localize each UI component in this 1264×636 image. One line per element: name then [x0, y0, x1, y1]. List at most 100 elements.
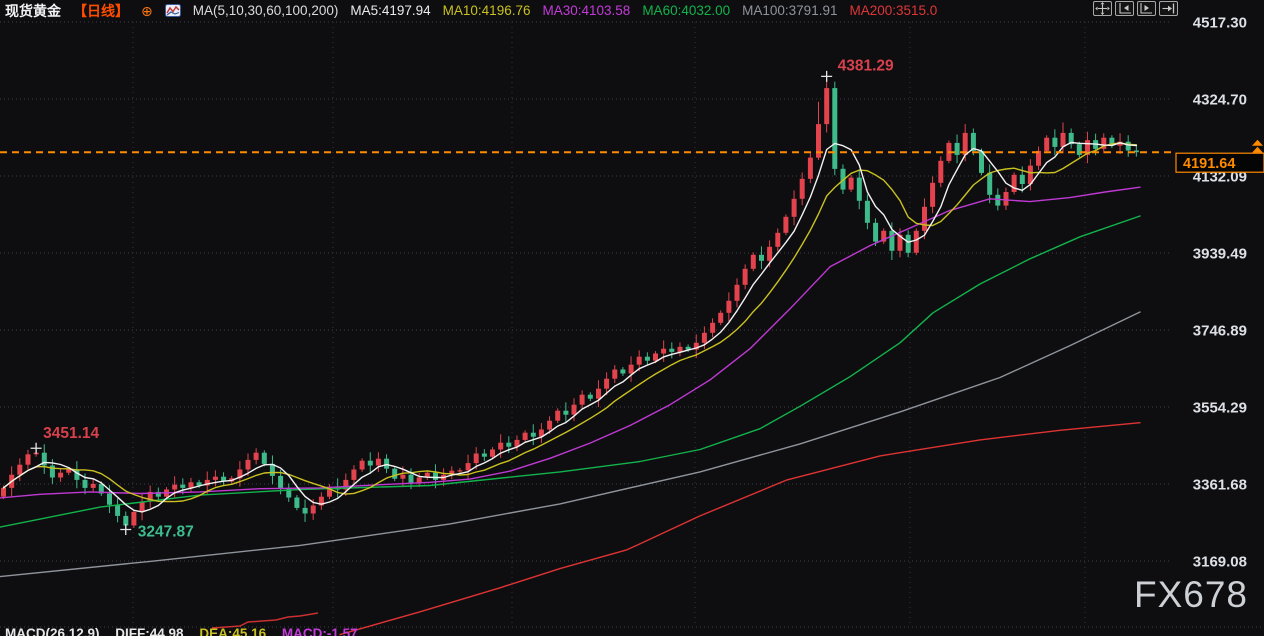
candle: [188, 482, 194, 488]
candle: [750, 254, 756, 269]
candle: [204, 479, 210, 486]
candle: [327, 486, 332, 497]
candle: [669, 348, 675, 352]
candle: [269, 463, 275, 476]
low-annotation: 3247.87: [138, 524, 194, 541]
candle: [563, 410, 569, 415]
candle: [123, 515, 129, 526]
ma-settings-label[interactable]: MA(5,10,30,60,100,200): [192, 3, 339, 18]
candle: [848, 177, 854, 190]
candle: [612, 369, 618, 379]
candle: [180, 484, 186, 488]
y-axis-label: 3361.68: [1193, 477, 1247, 494]
macd-footer: MACD(26,12,9) DIFF:44.98 DEA:45.16 MACD:…: [5, 626, 370, 636]
candle: [791, 198, 797, 217]
candle: [930, 182, 936, 207]
candle: [816, 124, 821, 158]
macd-diff-value: DIFF:44.98: [115, 626, 184, 636]
candle: [498, 442, 504, 450]
scale-left-button[interactable]: [1115, 1, 1134, 16]
period-label[interactable]: 【日线】: [73, 2, 129, 19]
candle: [25, 454, 31, 465]
ma100-value: MA100:3791.91: [742, 3, 838, 18]
candle: [1085, 140, 1090, 155]
candle: [807, 157, 813, 179]
candle: [1109, 137, 1115, 146]
candle: [481, 453, 487, 457]
candle: [1036, 150, 1041, 166]
high-annotation: 3451.14: [43, 425, 99, 442]
candle: [286, 487, 292, 498]
candle: [726, 300, 732, 313]
move-right-button[interactable]: [1159, 1, 1178, 16]
candle: [1003, 192, 1009, 206]
chart-style-icon[interactable]: [164, 4, 181, 17]
candle: [547, 420, 553, 430]
candle: [90, 483, 96, 488]
candle: [1011, 174, 1017, 192]
candle: [604, 378, 610, 389]
candle: [392, 468, 398, 479]
macd-dea-value: DEA:45.16: [199, 626, 267, 636]
candle: [938, 160, 944, 183]
sub-pane-line-peek: [211, 612, 319, 629]
candle: [1, 487, 6, 497]
chart-toolbar: [1093, 1, 1178, 16]
candle: [661, 348, 667, 354]
candle: [628, 364, 634, 374]
candle: [742, 268, 748, 285]
candle: [506, 442, 512, 447]
candle: [710, 322, 716, 333]
candle: [522, 432, 528, 440]
candle: [1125, 141, 1131, 151]
candle: [1060, 132, 1066, 147]
watermark: FX678: [1133, 574, 1248, 615]
candle: [253, 452, 259, 460]
ma-line-ma200: [339, 422, 1141, 636]
candle: [82, 479, 88, 488]
candle: [343, 479, 349, 490]
ma5-value: MA5:4197.94: [350, 3, 431, 18]
candle: [58, 472, 64, 478]
candle: [979, 150, 984, 173]
extreme-cross-marker: [821, 70, 833, 82]
candle: [294, 497, 300, 508]
candle: [620, 369, 626, 374]
candle: [677, 346, 683, 352]
ma-line-ma5: [2, 141, 1138, 513]
candle: [408, 474, 414, 483]
y-axis-label: 3939.49: [1193, 246, 1247, 263]
candle: [1068, 132, 1074, 145]
pan-button[interactable]: [1093, 1, 1112, 16]
candle: [131, 511, 137, 526]
candle: [318, 496, 324, 506]
candle: [783, 216, 789, 233]
ma200-value: MA200:3515.0: [849, 3, 938, 18]
candle: [465, 463, 471, 471]
candle: [759, 254, 764, 261]
scale-right-button[interactable]: [1137, 1, 1156, 16]
candle: [457, 470, 463, 472]
candle: [775, 232, 781, 247]
candle: [1052, 137, 1058, 147]
candle: [555, 410, 561, 421]
candle: [571, 404, 577, 415]
candle: [367, 460, 373, 466]
candle: [196, 482, 202, 486]
candle: [864, 200, 870, 223]
candle: [139, 501, 145, 512]
candle: [530, 432, 536, 437]
candle: [147, 491, 153, 502]
macd-macd-value: MACD:-1.57: [281, 626, 358, 636]
candle: [840, 168, 846, 190]
candle: [636, 356, 642, 365]
symbol-label: 现货黄金: [5, 2, 61, 19]
ma-line-ma100: [0, 311, 1141, 578]
candle: [1044, 137, 1050, 151]
candle: [962, 132, 968, 155]
price-up-arrows-icon: [1252, 139, 1263, 153]
compare-plus-icon[interactable]: ⊕: [141, 2, 153, 19]
candle: [701, 332, 707, 343]
macd-params-label[interactable]: MACD(26,12,9): [5, 626, 100, 636]
